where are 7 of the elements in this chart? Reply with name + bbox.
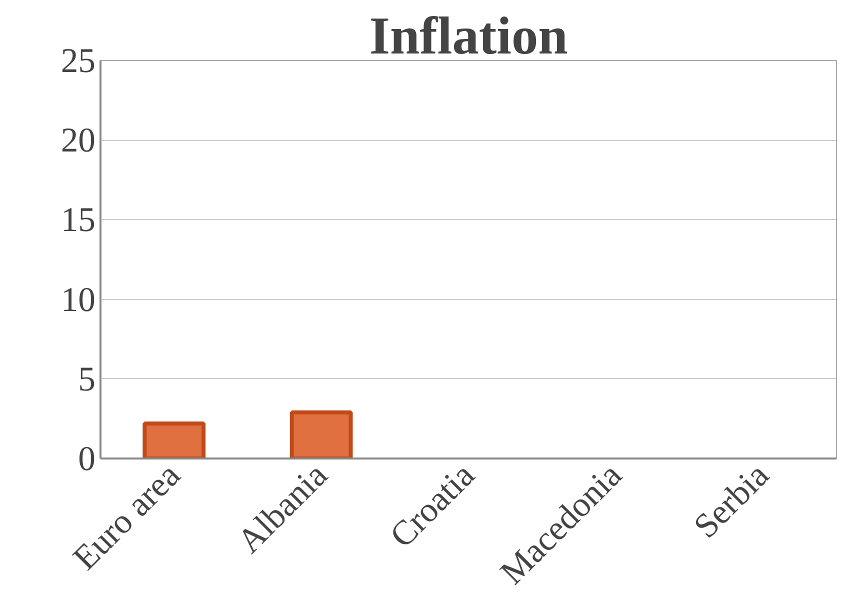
y-tick-label: 10 xyxy=(60,280,96,319)
y-tick-label: 15 xyxy=(60,201,96,240)
y-tick-label: 20 xyxy=(60,122,96,160)
y-tick-label: 5 xyxy=(78,360,96,398)
y-tick-label: 0 xyxy=(78,440,96,478)
chart-title: Inflation xyxy=(369,6,568,66)
y-tick-label: 25 xyxy=(60,42,96,80)
